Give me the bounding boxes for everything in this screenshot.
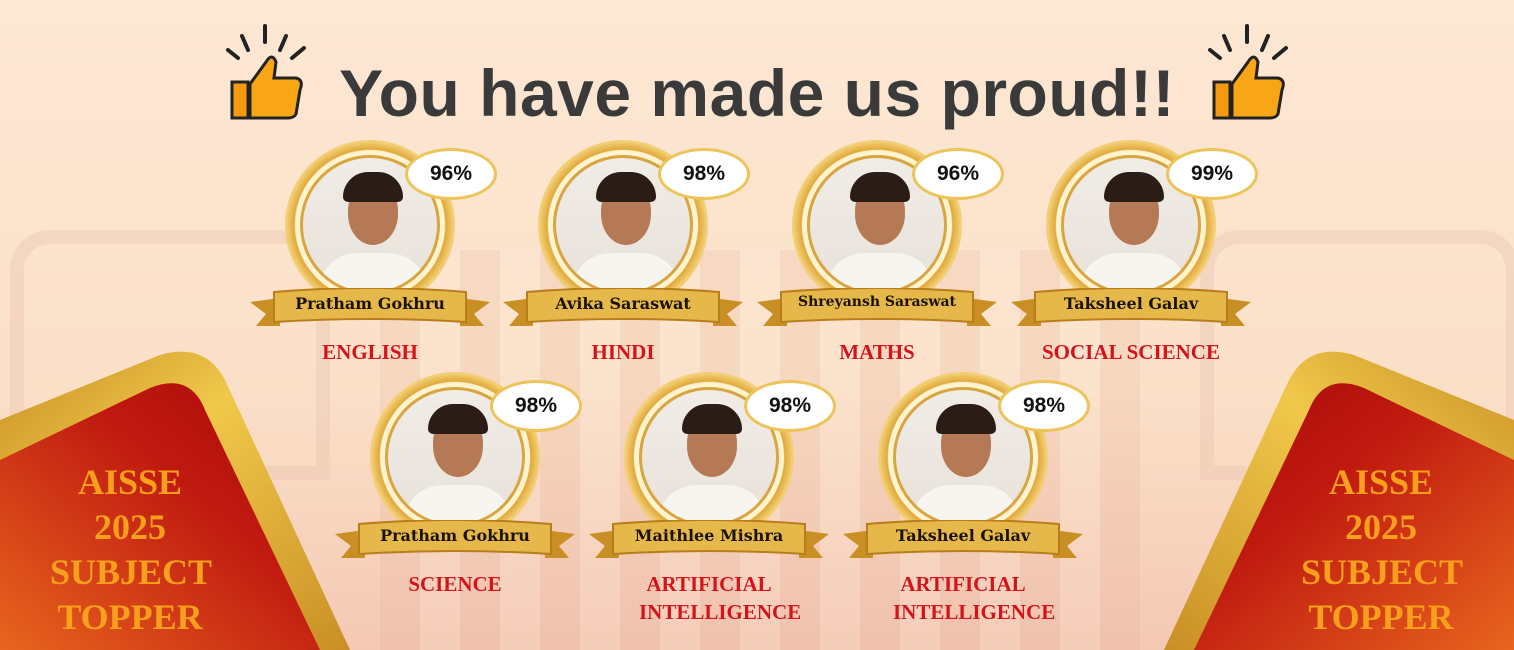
student-name: Pratham Gokhru xyxy=(380,526,530,545)
badge-line: 2025 xyxy=(1345,507,1417,547)
score-bubble: 99% xyxy=(1166,148,1258,200)
subject-label: HINDI xyxy=(591,340,655,364)
score-bubble: 98% xyxy=(490,380,582,432)
student-name: Taksheel Galav xyxy=(1063,294,1199,313)
subject-label: SOCIAL SCIENCE xyxy=(1042,340,1220,364)
topper-card: 98% Taksheel Galav ARTIFICIAL INTELLIGEN… xyxy=(833,372,1093,624)
score-bubble: 96% xyxy=(405,148,497,200)
badge-line: AISSE xyxy=(1328,462,1434,502)
corner-badge-text-left: AISSE 2025 SUBJECT TOPPER xyxy=(50,460,213,640)
topper-card: 98% Avika Saraswat HINDI xyxy=(493,140,753,380)
name-ribbon: Maithlee Mishra xyxy=(589,520,829,560)
subject-label: ARTIFICIAL INTELLIGENCE xyxy=(893,572,1056,624)
corner-badge-text-right: AISSE 2025 SUBJECT TOPPER xyxy=(1301,460,1464,640)
corner-badge-right xyxy=(1164,351,1514,650)
topper-card: 96% Shreyansh Saraswat MATHS xyxy=(747,140,1007,380)
topper-card: 96% Pratham Gokhru ENGLISH xyxy=(240,140,500,380)
score-bubble: 98% xyxy=(658,148,750,200)
name-ribbon: Shreyansh Saraswat xyxy=(757,288,997,328)
subject-label: SCIENCE xyxy=(408,572,502,596)
name-ribbon: Avika Saraswat xyxy=(503,288,743,328)
name-ribbon: Taksheel Galav xyxy=(1011,288,1251,328)
badge-line: TOPPER xyxy=(57,597,203,637)
badge-line: SUBJECT xyxy=(1301,552,1464,592)
topper-card: 99% Taksheel Galav SOCIAL SCIENCE xyxy=(1001,140,1261,380)
corner-badge-left xyxy=(0,351,350,650)
thumbs-up-icon xyxy=(226,24,306,120)
topper-card: 98% Maithlee Mishra ARTIFICIAL INTELLIGE… xyxy=(579,372,839,624)
name-ribbon: Pratham Gokhru xyxy=(335,520,575,560)
topper-card: 98% Pratham Gokhru SCIENCE xyxy=(325,372,585,612)
name-ribbon: Taksheel Galav xyxy=(843,520,1083,560)
score-bubble: 98% xyxy=(744,380,836,432)
subject-label: ENGLISH xyxy=(322,340,418,364)
badge-line: 2025 xyxy=(94,507,166,547)
student-name: Taksheel Galav xyxy=(895,526,1031,545)
badge-line: SUBJECT xyxy=(50,552,213,592)
score-bubble: 96% xyxy=(912,148,1004,200)
student-name: Avika Saraswat xyxy=(555,294,691,313)
score-bubble: 98% xyxy=(998,380,1090,432)
subject-label: ARTIFICIAL INTELLIGENCE xyxy=(639,572,802,624)
student-name: Shreyansh Saraswat xyxy=(798,294,956,310)
name-ribbon: Pratham Gokhru xyxy=(250,288,490,328)
page-title: You have made us proud!! xyxy=(339,56,1175,130)
badge-line: AISSE xyxy=(77,462,183,502)
student-name: Pratham Gokhru xyxy=(295,294,445,313)
badge-line: TOPPER xyxy=(1308,597,1454,637)
thumbs-up-icon xyxy=(1208,24,1288,120)
subject-label: MATHS xyxy=(839,340,915,364)
student-name: Maithlee Mishra xyxy=(634,526,784,545)
